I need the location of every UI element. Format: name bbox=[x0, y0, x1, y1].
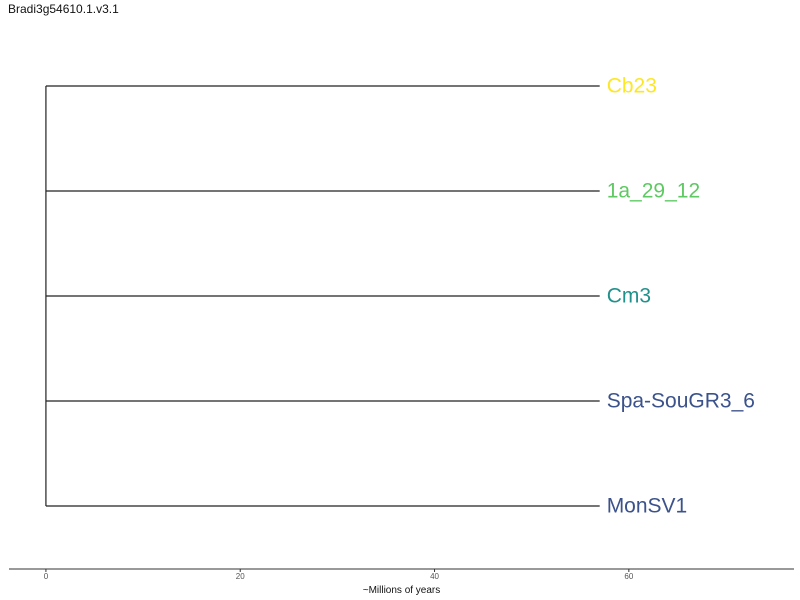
tip-label-1a_29_12: 1a_29_12 bbox=[607, 180, 700, 203]
x-tick-label-40: 40 bbox=[430, 572, 439, 581]
tip-label-Spa-SouGR3_6: Spa-SouGR3_6 bbox=[607, 390, 755, 413]
x-tick-label-60: 60 bbox=[624, 572, 633, 581]
x-tick-label-20: 20 bbox=[236, 572, 245, 581]
tip-label-MonSV1: MonSV1 bbox=[607, 495, 688, 518]
tip-label-Cm3: Cm3 bbox=[607, 285, 651, 308]
x-axis-ticks: 0 20 40 60 bbox=[44, 569, 634, 581]
chart-title: Bradi3g54610.1.v3.1 bbox=[8, 2, 119, 16]
x-axis: 0 20 40 60 ~Millions of years bbox=[9, 568, 794, 596]
tip-label-Cb23: Cb23 bbox=[607, 75, 657, 98]
x-tick-label-0: 0 bbox=[44, 572, 49, 581]
tree-branches bbox=[45, 85, 600, 507]
tip-labels: Cb23 1a_29_12 Cm3 Spa-SouGR3_6 MonSV1 bbox=[607, 75, 755, 518]
x-axis-title: ~Millions of years bbox=[363, 585, 441, 596]
